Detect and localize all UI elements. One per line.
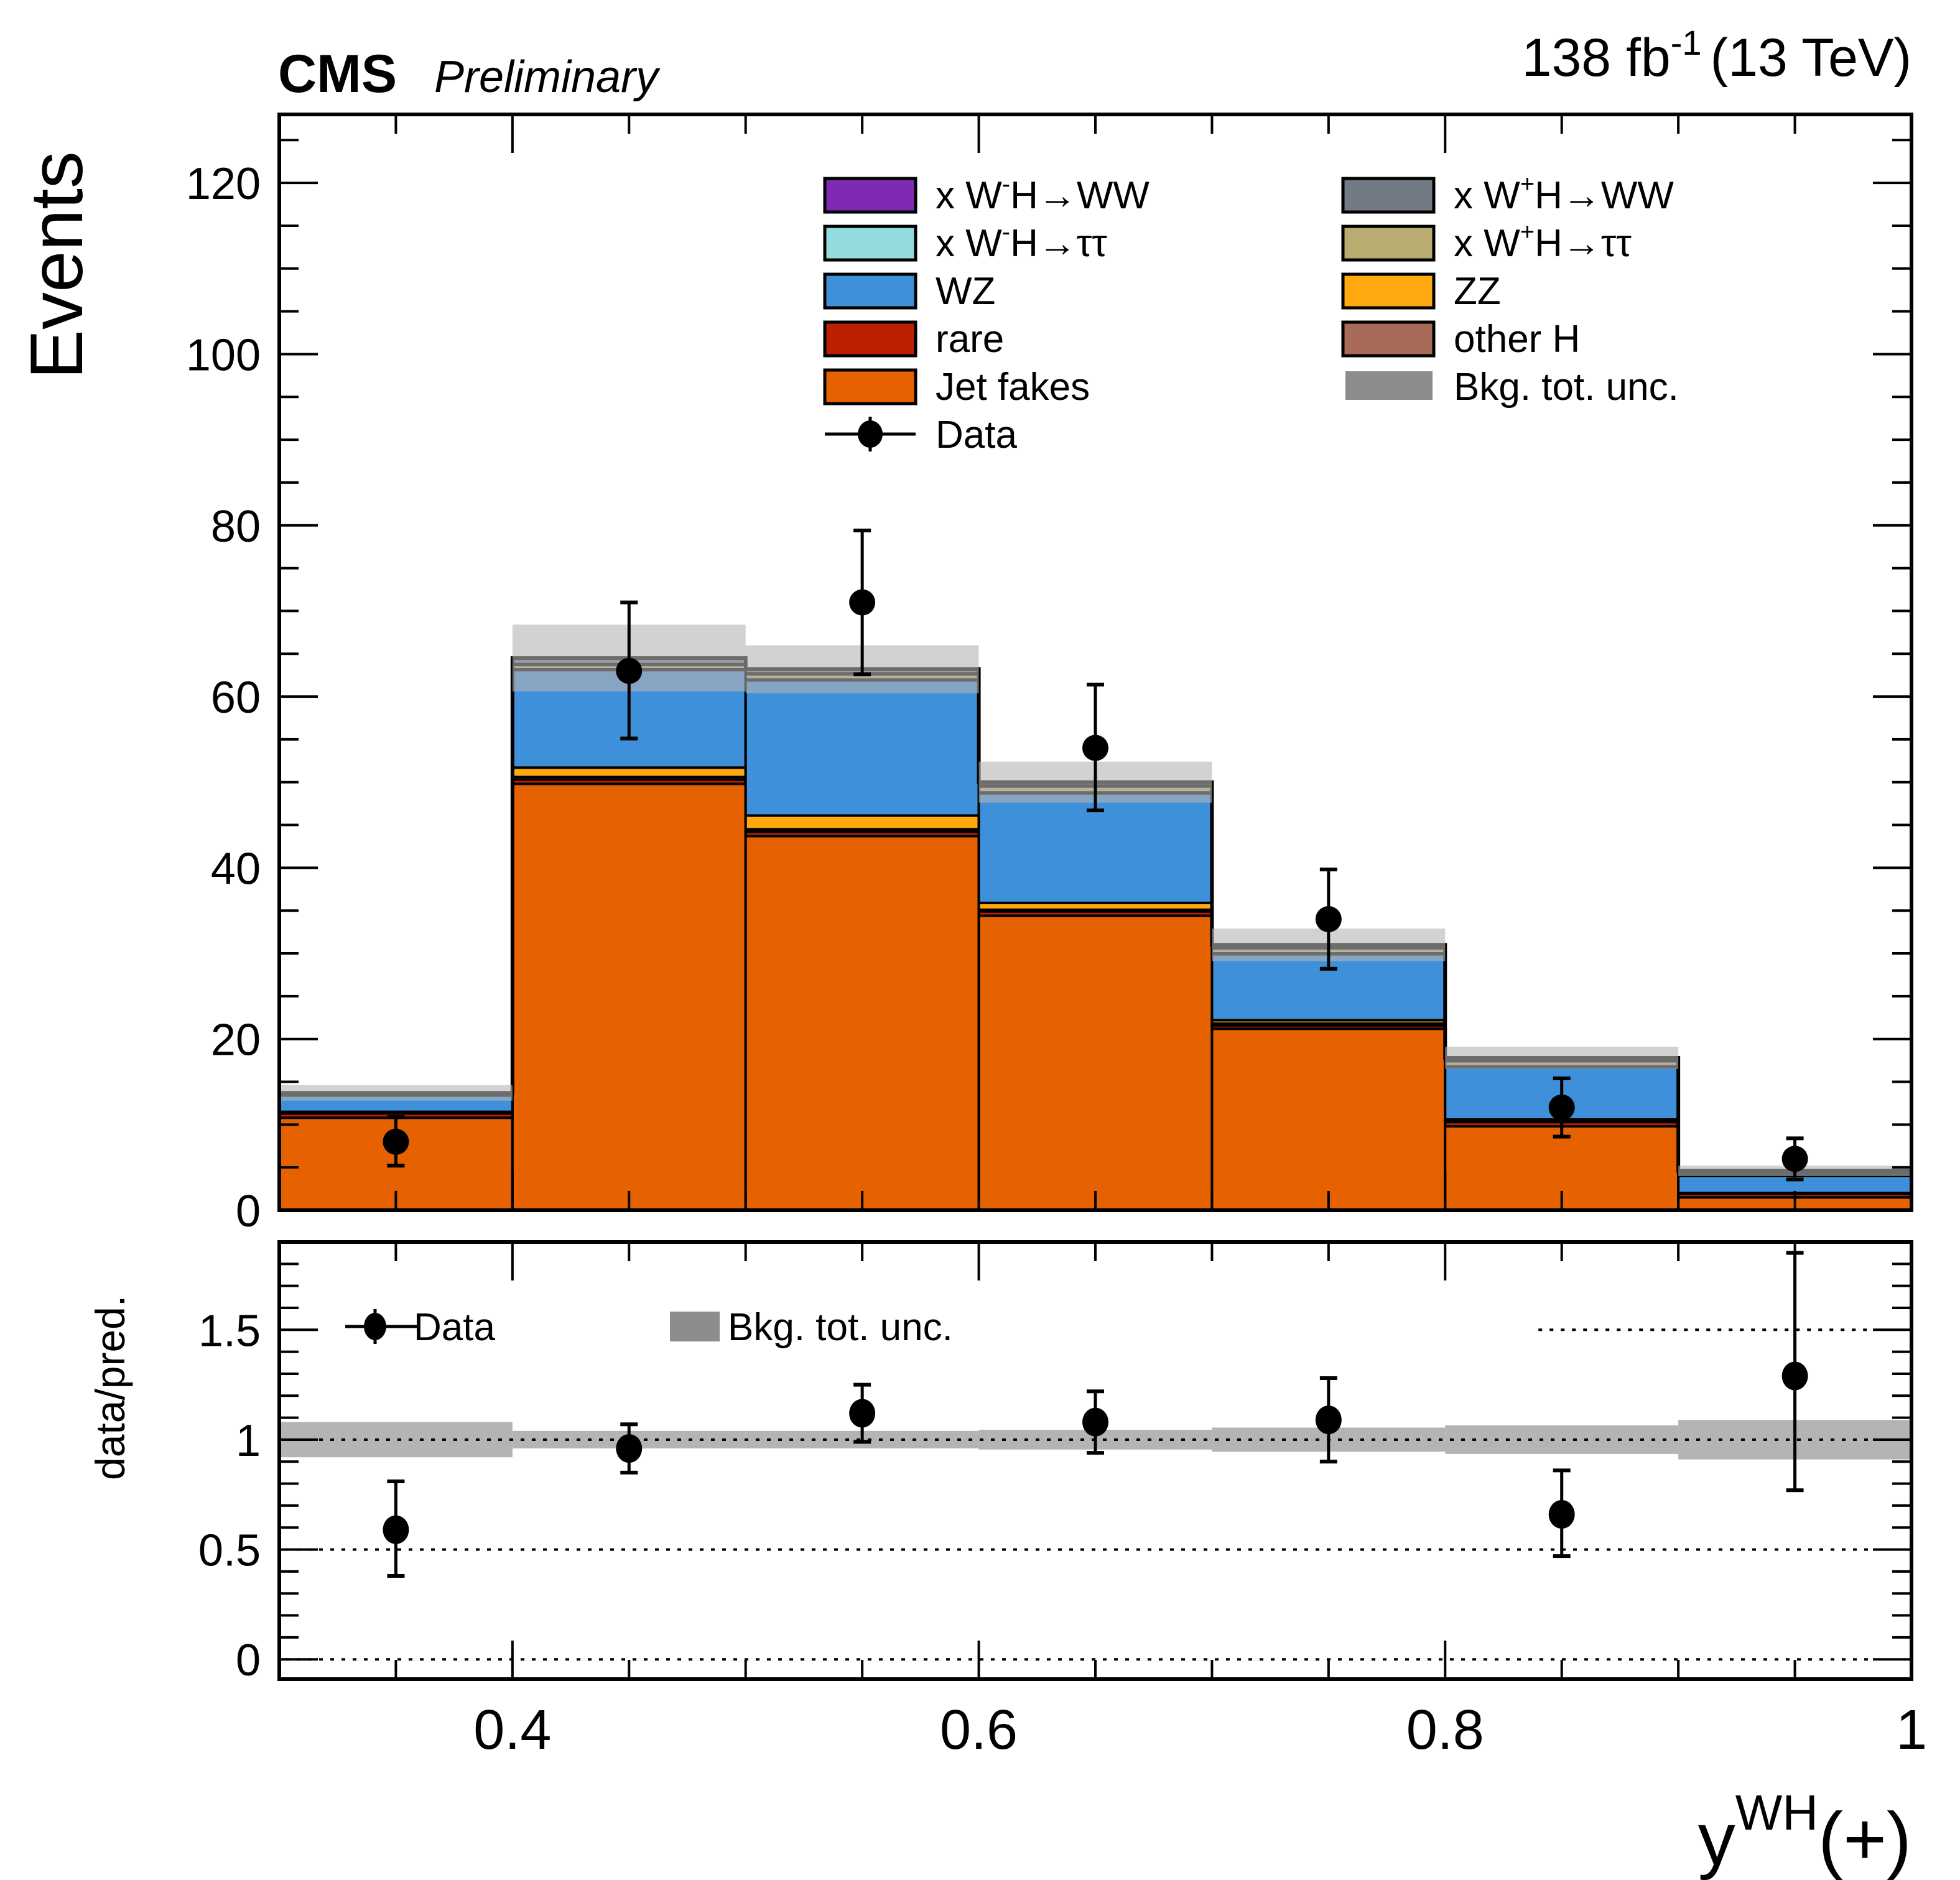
ratio-y-tick-label: 1: [236, 1416, 261, 1466]
legend-label-ZZ: ZZ: [1454, 270, 1501, 313]
main-legend: x W-H→WWx W-H→ττ WZ rare Jet fakes Data x W+H…: [823, 170, 1679, 456]
y-tick-label: 80: [211, 502, 261, 552]
data-point: [616, 657, 643, 684]
legend-data-marker: [858, 420, 883, 448]
ratio-frame: [277, 1240, 1913, 1681]
ratio-legend-data-marker: [364, 1313, 386, 1340]
stack-bar-ZZ: [744, 814, 980, 831]
y-tick-label: 60: [211, 673, 261, 723]
ratio-data-point: [849, 1399, 876, 1428]
data-point: [1781, 1146, 1808, 1172]
main-axes: 0 20 40 60 80 100 120: [186, 113, 1913, 1236]
ratio-y-tick-label: 1.5: [198, 1306, 261, 1356]
legend-label-WpH_WW: x W+H→WW: [1454, 170, 1674, 217]
legend-swatch-WmH_tautau: [823, 225, 917, 262]
legend-swatch-rare: [823, 320, 917, 358]
experiment-label: CMS: [278, 44, 397, 104]
ratio-data-point: [1315, 1405, 1342, 1435]
ratio-data-point: [1082, 1407, 1108, 1437]
legend-swatch-otherH: [1341, 320, 1436, 358]
legend-label-rare: rare: [936, 318, 1004, 361]
y-tick-label: 100: [186, 330, 261, 380]
legend-label-WmH_tautau: x W-H→ττ: [936, 218, 1107, 265]
x-axis-sup: WH: [1735, 1785, 1818, 1840]
legend-label-WpH_tautau: x W+H→ττ: [1454, 218, 1632, 265]
legend-swatch-ZZ: [1341, 272, 1436, 310]
ratio-y-tick-label: 0.5: [198, 1526, 261, 1576]
ratio-reference-lines: [286, 1328, 1874, 1661]
x-axis-var: y: [1698, 1797, 1735, 1880]
main-panel: x W-H→WWx W-H→ττ WZ rare Jet fakes Data x W+H…: [15, 113, 1913, 1236]
data-point: [1082, 734, 1108, 761]
stack-bar-jetfakes: [1210, 1027, 1447, 1211]
stack-bar-jetfakes: [977, 914, 1214, 1212]
x-tick-label: 1: [1896, 1699, 1927, 1761]
ratio-data-point: [616, 1434, 643, 1463]
legend-label-WZ: WZ: [936, 270, 995, 313]
legend-label-WmH_WW: x W-H→WW: [936, 170, 1150, 217]
lumi-value: 138 fb: [1522, 28, 1671, 88]
legend-label-otherH: other H: [1454, 318, 1580, 361]
stack-bar-ZZ: [511, 766, 747, 779]
x-tick-label: 0.8: [1406, 1699, 1484, 1761]
data-point: [1315, 905, 1342, 932]
ratio-y-axis-title: data/pred.: [87, 1295, 133, 1480]
legend-swatch-unc: [1345, 371, 1433, 400]
ratio-data-point: [1781, 1361, 1808, 1391]
legend-label-unc: Bkg. tot. unc.: [1454, 366, 1679, 409]
y-tick-label: 20: [211, 1016, 261, 1065]
x-axis-suffix: (+): [1818, 1797, 1911, 1880]
uncertainty-band-bin: [279, 1085, 513, 1101]
ratio-legend-swatch-unc: [670, 1312, 720, 1341]
y-axis-title: Events: [15, 151, 98, 379]
ratio-legend: Data Bkg. tot. unc.: [345, 1306, 953, 1349]
stack-bar-jetfakes: [511, 782, 747, 1212]
uncertainty-band-bin: [1445, 1047, 1679, 1069]
ratio-axes: 0 0.5 1 1.5 0.4 0.6 0.8 1: [198, 1240, 1927, 1761]
ratio-data-points: [383, 1251, 1808, 1578]
data-point: [849, 589, 876, 616]
x-tick-label: 0.6: [940, 1699, 1018, 1761]
legend-swatch-WZ: [823, 272, 917, 310]
data-point: [383, 1128, 409, 1155]
ratio-uncertainty-bin: [279, 1422, 513, 1458]
lumi-exponent: -1: [1671, 23, 1702, 62]
legend-swatch-WpH_tautau: [1341, 225, 1436, 262]
ratio-data-point: [383, 1515, 409, 1544]
x-axis-title: yWH(+): [1698, 1785, 1911, 1880]
legend-swatch-WmH_WW: [823, 177, 917, 214]
lumi-label: 138 fb-1 (13 TeV): [1522, 23, 1911, 88]
legend-label-jetfakes: Jet fakes: [936, 366, 1090, 409]
legend-label-data: Data: [936, 414, 1017, 456]
ratio-legend-label-unc: Bkg. tot. unc.: [728, 1306, 953, 1349]
y-tick-label: 120: [186, 159, 261, 209]
stack-bar-jetfakes: [744, 835, 980, 1211]
legend-swatch-WpH_WW: [1341, 177, 1436, 214]
y-tick-label: 40: [211, 844, 261, 894]
legend-swatch-jetfakes: [823, 368, 917, 405]
main-data-points: [383, 529, 1808, 1182]
y-tick-label: 0: [236, 1187, 261, 1236]
ratio-panel: Data Bkg. tot. unc. 0 0.5 1 1.5 0.4 0.6 0.8 1 da…: [87, 1240, 1927, 1761]
ratio-legend-label-data: Data: [414, 1306, 495, 1349]
status-label: Preliminary: [434, 52, 661, 102]
stack-bar-WZ: [744, 678, 980, 817]
data-point: [1548, 1094, 1575, 1121]
ratio-y-tick-label: 0: [236, 1636, 261, 1685]
x-tick-label: 0.4: [473, 1699, 551, 1761]
ratio-data-point: [1548, 1500, 1575, 1529]
energy-value: (13 TeV): [1711, 28, 1911, 88]
